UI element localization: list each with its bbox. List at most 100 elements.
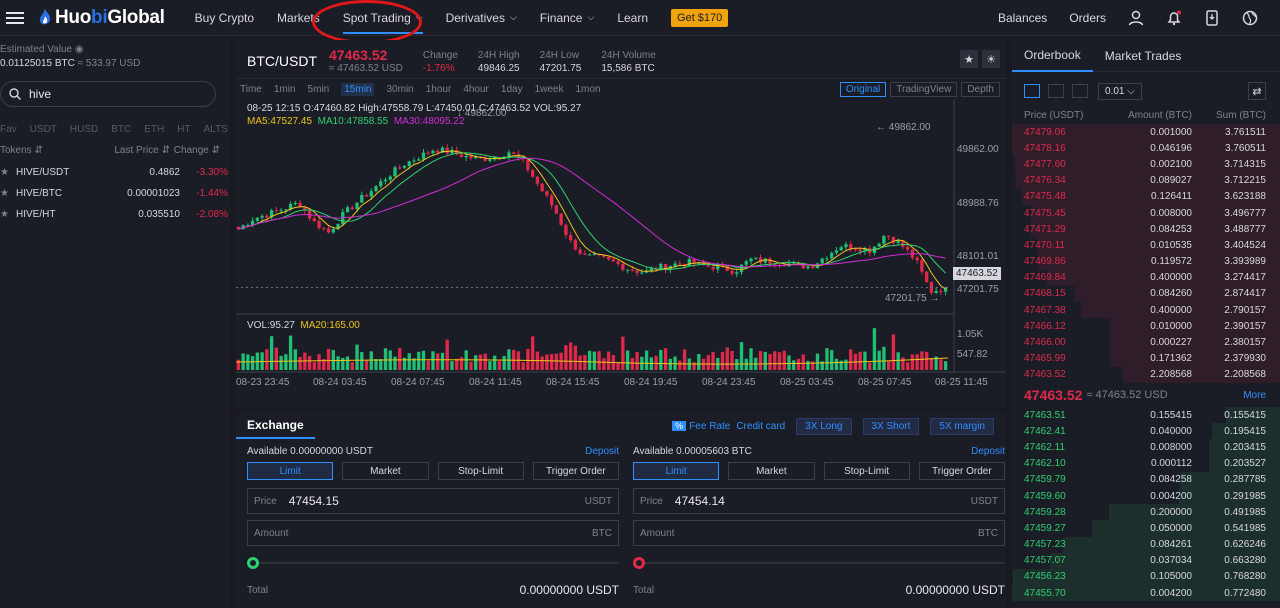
ask-row[interactable]: 47478.16 0.046196 3.760511 [1012, 140, 1280, 157]
star-icon[interactable]: ★ [0, 188, 9, 199]
nav-learn[interactable]: Learn [617, 0, 648, 36]
buy-percent-slider[interactable] [247, 557, 619, 569]
candlestick-chart[interactable]: 08-25 12:15 O:47460.82 High:47558.79 L:4… [236, 100, 1006, 412]
bid-row[interactable]: 47459.28 0.200000 0.491985 [1012, 504, 1280, 521]
nav-finance[interactable]: Finance ⌵ [540, 0, 595, 36]
huobi-global-logo[interactable]: Huo bi Global [38, 7, 165, 29]
globe-icon[interactable] [1242, 10, 1258, 26]
tf-time[interactable]: Time [240, 84, 262, 95]
tf-1day[interactable]: 1day [500, 84, 523, 95]
bid-row[interactable]: 47463.51 0.155415 0.155415 [1012, 407, 1280, 424]
bid-row[interactable]: 47462.11 0.008000 0.203415 [1012, 439, 1280, 456]
eye-icon[interactable]: ◉ [74, 44, 84, 55]
bid-row[interactable]: 47459.60 0.004200 0.291985 [1012, 487, 1280, 505]
bid-row[interactable]: 47456.23 0.105000 0.768280 [1012, 568, 1280, 586]
sell-price-field[interactable]: Price 47454.14 USDT [633, 488, 1005, 514]
sell-deposit-link[interactable]: Deposit [971, 445, 1005, 457]
ask-row[interactable]: 47466.12 0.010000 2.390157 [1012, 318, 1280, 335]
star-icon[interactable]: ★ [0, 209, 9, 220]
sell-amount-field[interactable]: Amount BTC [633, 520, 1005, 546]
ask-row[interactable]: 47467.38 0.400000 2.790157 [1012, 302, 1280, 319]
tab-husd[interactable]: HUSD [69, 123, 99, 135]
tf-1mon[interactable]: 1mon [575, 84, 601, 95]
view-asks-icon[interactable] [1072, 84, 1088, 98]
nav-markets[interactable]: Markets [277, 0, 320, 36]
precision-select[interactable]: 0.01 ⌵ [1098, 82, 1142, 100]
buy-amount-field[interactable]: Amount BTC [247, 520, 619, 546]
buy-deposit-link[interactable]: Deposit [585, 445, 619, 457]
tf-1min[interactable]: 1min [273, 84, 296, 95]
buy-type-stop-limit[interactable]: Stop-Limit [437, 462, 524, 480]
sell-type-trigger[interactable]: Trigger Order [918, 462, 1005, 480]
bid-row[interactable]: 47457.23 0.084261 0.626246 [1012, 536, 1280, 553]
buy-type-market[interactable]: Market [342, 462, 429, 480]
hamburger-menu-icon[interactable] [6, 11, 28, 24]
view-depth[interactable]: Depth [961, 82, 1000, 97]
tab-usdt[interactable]: USDT [29, 123, 57, 135]
bid-row[interactable]: 47457.07 0.037034 0.663280 [1012, 552, 1280, 569]
tab-fav[interactable]: Fav [0, 123, 17, 135]
ask-row[interactable]: 47468.15 0.084260 2.874417 [1012, 285, 1280, 303]
view-bids-icon[interactable] [1048, 84, 1064, 98]
col-last-price[interactable]: Last Price ⇵ [114, 145, 170, 156]
ask-row[interactable]: 47465.99 0.171362 2.379930 [1012, 350, 1280, 367]
bid-row[interactable]: 47462.41 0.040000 0.195415 [1012, 423, 1280, 440]
bid-row[interactable]: 47462.10 0.000112 0.203527 [1012, 455, 1280, 472]
user-icon[interactable] [1128, 10, 1144, 26]
more-link[interactable]: More [1243, 389, 1266, 401]
ask-row[interactable]: 47466.00 0.000227 2.380157 [1012, 334, 1280, 351]
tf-15min[interactable]: 15min [341, 83, 375, 96]
nav-spot-trading[interactable]: Spot Trading ⌵ [342, 0, 423, 36]
exchange-title[interactable]: Exchange [236, 413, 315, 439]
token-row[interactable]: ★ HIVE/USDT 0.4862 -3.30% [0, 162, 230, 183]
tab-market-trades[interactable]: Market Trades [1104, 48, 1182, 63]
tf-1week[interactable]: 1week [534, 84, 564, 95]
ask-row[interactable]: 47469.86 0.119572 3.393989 [1012, 253, 1280, 270]
view-both-icon[interactable] [1024, 84, 1040, 98]
view-tradingview[interactable]: TradingView [890, 82, 958, 97]
ask-row[interactable]: 47479.06 0.001000 3.761511 [1012, 124, 1280, 141]
ask-row[interactable]: 47469.84 0.400000 3.274417 [1012, 269, 1280, 286]
bid-row[interactable]: 47459.79 0.084258 0.287785 [1012, 471, 1280, 488]
tab-orderbook[interactable]: Orderbook [1012, 40, 1093, 72]
tab-btc[interactable]: BTC [111, 123, 132, 135]
ask-row[interactable]: 47471.29 0.084253 3.488777 [1012, 221, 1280, 238]
tf-1hour[interactable]: 1hour [425, 84, 452, 95]
theme-sun-icon[interactable]: ☀ [982, 50, 1000, 68]
ask-row[interactable]: 47463.52 2.208568 2.208568 [1012, 366, 1280, 383]
ask-row[interactable]: 47470.11 0.010535 3.404524 [1012, 237, 1280, 254]
buy-price-field[interactable]: Price 47454.15 USDT [247, 488, 619, 514]
5x-margin-button[interactable]: 5X margin [930, 417, 994, 435]
orders-link[interactable]: Orders [1069, 10, 1106, 25]
col-tokens[interactable]: Tokens ⇵ [0, 145, 43, 156]
refresh-icon[interactable]: ⇄ [1248, 82, 1266, 100]
ask-row[interactable]: 47477.60 0.002100 3.714315 [1012, 156, 1280, 173]
sell-type-limit[interactable]: Limit [633, 462, 720, 480]
ask-row[interactable]: 47476.34 0.089027 3.712215 [1012, 172, 1280, 189]
tf-30min[interactable]: 30min [386, 84, 414, 95]
token-row[interactable]: ★ HIVE/BTC 0.00001023 -1.44% [0, 183, 230, 204]
sell-slider-knob[interactable] [633, 557, 645, 569]
bid-row[interactable]: 47459.27 0.050000 0.541985 [1012, 520, 1280, 537]
token-row[interactable]: ★ HIVE/HT 0.035510 -2.08% [0, 204, 230, 225]
market-search-input[interactable]: hive [0, 81, 216, 107]
symbol[interactable]: BTC/USDT [247, 53, 317, 69]
tab-ht[interactable]: HT [177, 123, 191, 135]
download-app-icon[interactable] [1204, 9, 1220, 26]
promo-button[interactable]: Get $170 [671, 8, 729, 27]
tf-4hour[interactable]: 4hour [463, 84, 489, 95]
credit-card-link[interactable]: Credit card [736, 420, 786, 432]
tab-alts[interactable]: ALTS [203, 123, 228, 135]
buy-type-trigger[interactable]: Trigger Order [532, 462, 619, 480]
ask-row[interactable]: 47475.48 0.126411 3.623188 [1012, 188, 1280, 205]
buy-type-limit[interactable]: Limit [247, 462, 334, 480]
ask-row[interactable]: 47475.45 0.008000 3.496777 [1012, 204, 1280, 222]
balances-link[interactable]: Balances [997, 10, 1048, 25]
view-original[interactable]: Original [839, 82, 887, 97]
nav-derivatives[interactable]: Derivatives ⌵ [446, 0, 517, 36]
favorite-star-icon[interactable]: ★ [960, 50, 978, 68]
sell-type-market[interactable]: Market [728, 462, 815, 480]
col-change[interactable]: Change ⇵ [173, 145, 220, 156]
sell-percent-slider[interactable] [633, 557, 1005, 569]
fee-rate-link[interactable]: Fee Rate [689, 420, 731, 432]
